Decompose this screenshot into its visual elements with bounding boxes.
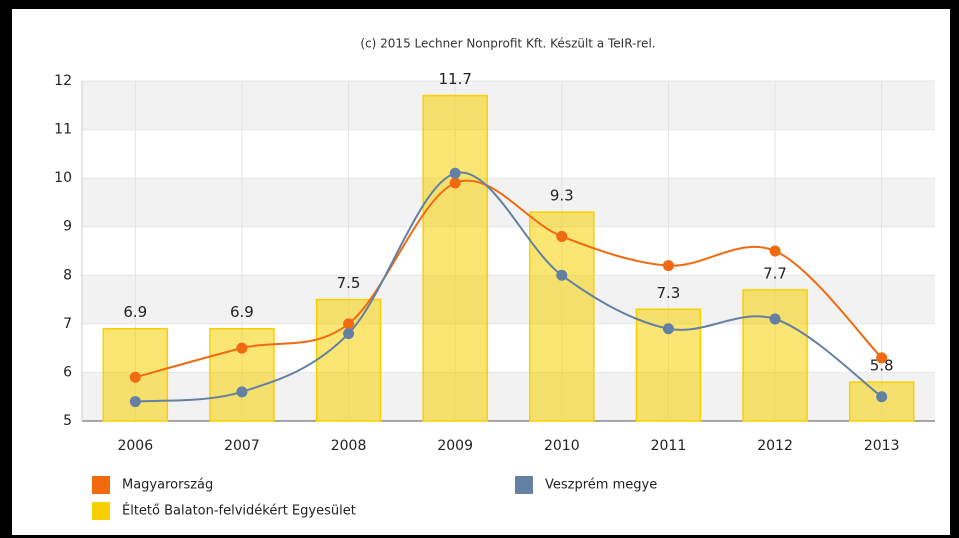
chart-subtitle: (c) 2015 Lechner Nonprofit Kft. Készült … bbox=[360, 37, 655, 51]
bar bbox=[529, 211, 595, 422]
point bbox=[876, 352, 888, 364]
y-tick-label: 12 bbox=[54, 73, 72, 89]
point bbox=[662, 323, 674, 335]
bar bbox=[315, 298, 382, 422]
y-tick-label: 7 bbox=[63, 316, 72, 332]
x-tick-label: 2008 bbox=[331, 438, 367, 454]
point bbox=[236, 386, 248, 398]
legend-swatch bbox=[515, 476, 533, 494]
legend-swatch bbox=[92, 502, 110, 520]
bar bbox=[422, 94, 488, 422]
x-tick-label: 2011 bbox=[651, 438, 687, 454]
point bbox=[769, 245, 781, 257]
x-tick-label: 2013 bbox=[864, 438, 900, 454]
y-tick-label: 10 bbox=[54, 170, 72, 186]
line bbox=[135, 171, 883, 403]
y-tick-label: 6 bbox=[63, 364, 72, 380]
point bbox=[449, 167, 461, 179]
y-tick-label: 11 bbox=[54, 122, 72, 138]
point bbox=[662, 260, 674, 272]
data-label: 11.7 bbox=[438, 70, 471, 88]
x-tick-label: 2007 bbox=[224, 438, 260, 454]
legend-label: Magyarország bbox=[122, 478, 213, 493]
legend-label: Veszprém megye bbox=[545, 478, 657, 493]
data-label: 5.8 bbox=[870, 357, 894, 375]
point bbox=[449, 177, 461, 189]
point bbox=[129, 396, 141, 408]
point bbox=[556, 230, 568, 242]
point bbox=[876, 391, 888, 403]
legend-swatch bbox=[92, 476, 110, 494]
grid-band bbox=[82, 178, 935, 227]
data-label: 7.3 bbox=[657, 284, 681, 302]
data-label: 9.3 bbox=[550, 187, 574, 205]
point bbox=[129, 371, 141, 383]
x-tick-label: 2010 bbox=[544, 438, 580, 454]
bar bbox=[209, 327, 275, 422]
y-tick-label: 8 bbox=[63, 267, 72, 283]
x-tick-label: 2006 bbox=[117, 438, 153, 454]
data-label: 6.9 bbox=[123, 303, 147, 321]
bar bbox=[742, 289, 808, 422]
point bbox=[343, 328, 355, 340]
x-tick-label: 2012 bbox=[757, 438, 793, 454]
legend-label: Éltető Balaton-felvidékért Egyesület bbox=[122, 503, 356, 519]
data-label: 7.7 bbox=[763, 264, 787, 282]
y-tick-label: 5 bbox=[63, 413, 72, 429]
point bbox=[556, 269, 568, 281]
point bbox=[769, 313, 781, 325]
y-tick-label: 9 bbox=[63, 219, 72, 235]
point bbox=[343, 318, 355, 330]
grid-band bbox=[82, 81, 935, 130]
x-tick-label: 2009 bbox=[437, 438, 473, 454]
point bbox=[236, 342, 248, 354]
data-label: 7.5 bbox=[337, 274, 361, 292]
data-label: 6.9 bbox=[230, 303, 254, 321]
